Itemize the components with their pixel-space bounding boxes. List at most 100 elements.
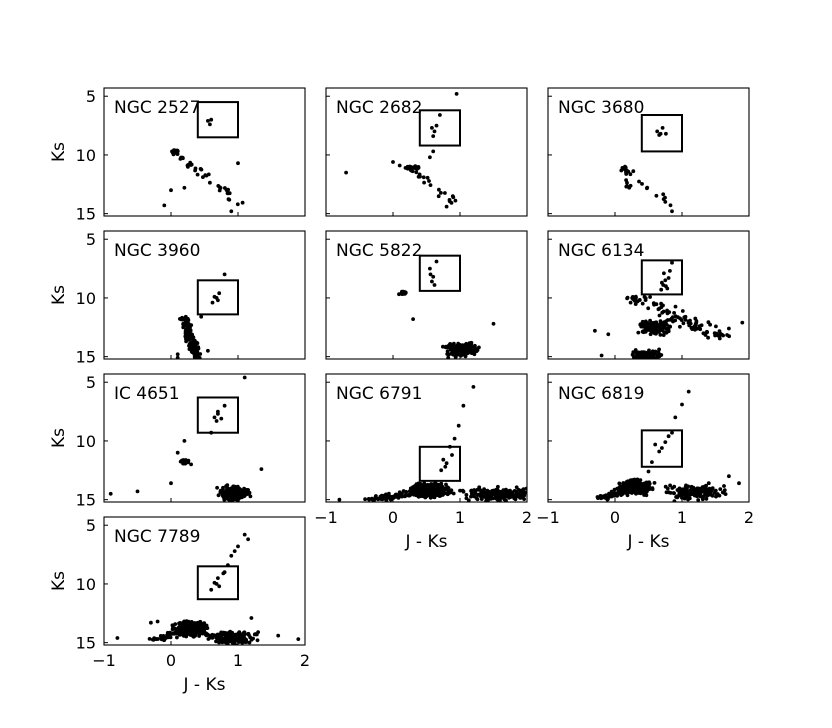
data-point bbox=[636, 488, 640, 493]
scatter-points bbox=[108, 375, 264, 502]
data-point bbox=[152, 636, 157, 640]
data-point bbox=[695, 494, 699, 499]
data-point bbox=[640, 182, 644, 186]
data-point bbox=[628, 478, 633, 483]
data-point bbox=[717, 493, 722, 498]
data-point bbox=[245, 492, 250, 496]
data-point bbox=[190, 624, 195, 629]
data-point bbox=[208, 122, 212, 127]
data-point bbox=[645, 321, 650, 326]
data-point bbox=[650, 460, 654, 464]
axes-frame bbox=[547, 373, 750, 503]
data-point bbox=[670, 209, 674, 214]
data-point bbox=[243, 492, 247, 496]
data-point bbox=[593, 328, 597, 333]
data-point bbox=[660, 446, 664, 450]
data-point bbox=[697, 490, 702, 495]
data-point bbox=[718, 487, 723, 491]
data-point bbox=[179, 155, 184, 160]
data-point bbox=[651, 330, 656, 335]
data-point bbox=[236, 544, 240, 549]
data-point bbox=[225, 491, 230, 496]
data-point bbox=[394, 492, 399, 497]
data-point bbox=[673, 318, 678, 323]
data-point bbox=[182, 185, 187, 190]
data-point bbox=[427, 179, 431, 183]
y-axis-label: Ks bbox=[49, 142, 69, 162]
data-point bbox=[640, 350, 645, 355]
data-point bbox=[652, 359, 656, 363]
data-point bbox=[191, 338, 196, 343]
data-point bbox=[641, 329, 646, 334]
data-point bbox=[680, 402, 684, 407]
data-point bbox=[412, 485, 417, 490]
data-point bbox=[183, 319, 188, 324]
data-point bbox=[661, 309, 666, 314]
data-point bbox=[512, 496, 517, 501]
data-point bbox=[655, 129, 660, 134]
x-tick-label: 0 bbox=[166, 651, 176, 670]
data-point bbox=[533, 491, 537, 495]
data-point bbox=[672, 484, 677, 489]
data-point bbox=[531, 492, 535, 496]
data-point bbox=[644, 356, 648, 359]
data-point bbox=[666, 434, 671, 439]
data-point bbox=[236, 487, 241, 492]
data-point bbox=[606, 332, 611, 337]
data-point bbox=[197, 356, 201, 359]
x-tick-label: −1 bbox=[314, 508, 338, 527]
data-point bbox=[407, 493, 412, 498]
data-point bbox=[227, 630, 231, 635]
data-point bbox=[231, 633, 236, 637]
panel-title: NGC 2682 bbox=[336, 98, 422, 118]
data-point bbox=[206, 119, 210, 123]
data-point bbox=[496, 484, 500, 489]
data-point bbox=[617, 481, 622, 486]
selection-box bbox=[196, 279, 240, 316]
data-point bbox=[658, 319, 663, 323]
data-point bbox=[337, 497, 342, 502]
data-point bbox=[382, 496, 386, 501]
x-tick-label: 0 bbox=[610, 508, 620, 527]
data-point bbox=[416, 174, 421, 179]
data-point bbox=[186, 317, 190, 321]
selection-box bbox=[418, 445, 461, 482]
data-point bbox=[446, 355, 451, 359]
data-point bbox=[666, 276, 671, 280]
selection-box bbox=[640, 429, 683, 468]
data-point bbox=[296, 637, 301, 641]
scatter-points bbox=[115, 532, 301, 645]
axes-frame bbox=[325, 87, 528, 217]
data-point bbox=[391, 160, 395, 164]
data-point bbox=[695, 486, 699, 491]
data-point bbox=[216, 576, 220, 580]
data-point bbox=[232, 549, 237, 553]
data-point bbox=[209, 587, 214, 592]
axes-frame bbox=[103, 516, 306, 646]
data-point bbox=[225, 495, 230, 499]
data-point bbox=[443, 464, 448, 469]
data-point bbox=[688, 318, 692, 323]
data-point bbox=[425, 489, 430, 493]
data-point bbox=[221, 571, 226, 576]
data-point bbox=[620, 491, 624, 496]
data-point bbox=[697, 324, 702, 329]
data-point bbox=[199, 314, 204, 319]
data-point bbox=[236, 161, 240, 166]
scatter-points bbox=[162, 117, 245, 214]
data-point bbox=[640, 360, 644, 364]
data-point bbox=[225, 635, 230, 639]
data-point bbox=[532, 491, 536, 495]
x-tick-label: 1 bbox=[233, 651, 243, 670]
data-point bbox=[688, 488, 693, 492]
data-point bbox=[191, 634, 196, 639]
y-tick-label: 10 bbox=[76, 146, 96, 165]
data-point bbox=[448, 342, 453, 346]
data-point bbox=[431, 134, 436, 139]
data-point bbox=[657, 449, 662, 454]
data-point bbox=[206, 172, 211, 177]
panel-title: NGC 2527 bbox=[114, 98, 200, 118]
data-point bbox=[515, 494, 520, 498]
data-point bbox=[740, 320, 745, 325]
data-point bbox=[514, 485, 519, 490]
